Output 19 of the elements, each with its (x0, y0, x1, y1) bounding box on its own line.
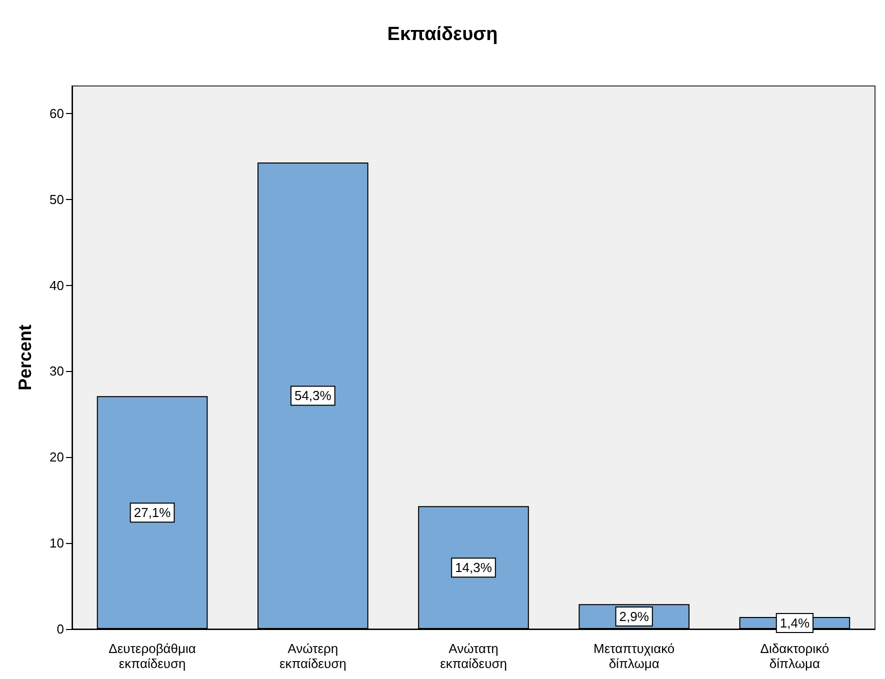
y-tick-label: 50 (50, 192, 64, 207)
y-axis-title: Percent (15, 324, 35, 391)
y-tick-label: 20 (50, 450, 64, 465)
data-label: 54,3% (294, 388, 332, 404)
x-tick-label: Ανώτατη εκπαίδευση (440, 641, 507, 671)
y-tick-label: 10 (50, 536, 64, 551)
x-tick-label: Μεταπτυχιακό δίπλωμα (594, 641, 675, 671)
y-tick-label: 40 (50, 278, 64, 293)
x-tick-label: Διδακτορικό δίπλωμα (760, 641, 830, 671)
data-label: 2,9% (619, 609, 650, 624)
data-label: 14,3% (455, 560, 492, 576)
chart-title: Εκπαίδευση (387, 24, 498, 45)
x-tick-label: Δευτεροβάθμια εκπαίδευση (108, 641, 196, 671)
data-label: 27,1% (134, 505, 172, 520)
data-label: 1,4% (780, 615, 810, 630)
y-tick-label: 60 (50, 106, 64, 121)
y-tick-label: 0 (56, 622, 64, 636)
x-tick-label: Ανώτερη εκπαίδευση (279, 641, 346, 671)
y-tick-label: 30 (50, 364, 64, 379)
